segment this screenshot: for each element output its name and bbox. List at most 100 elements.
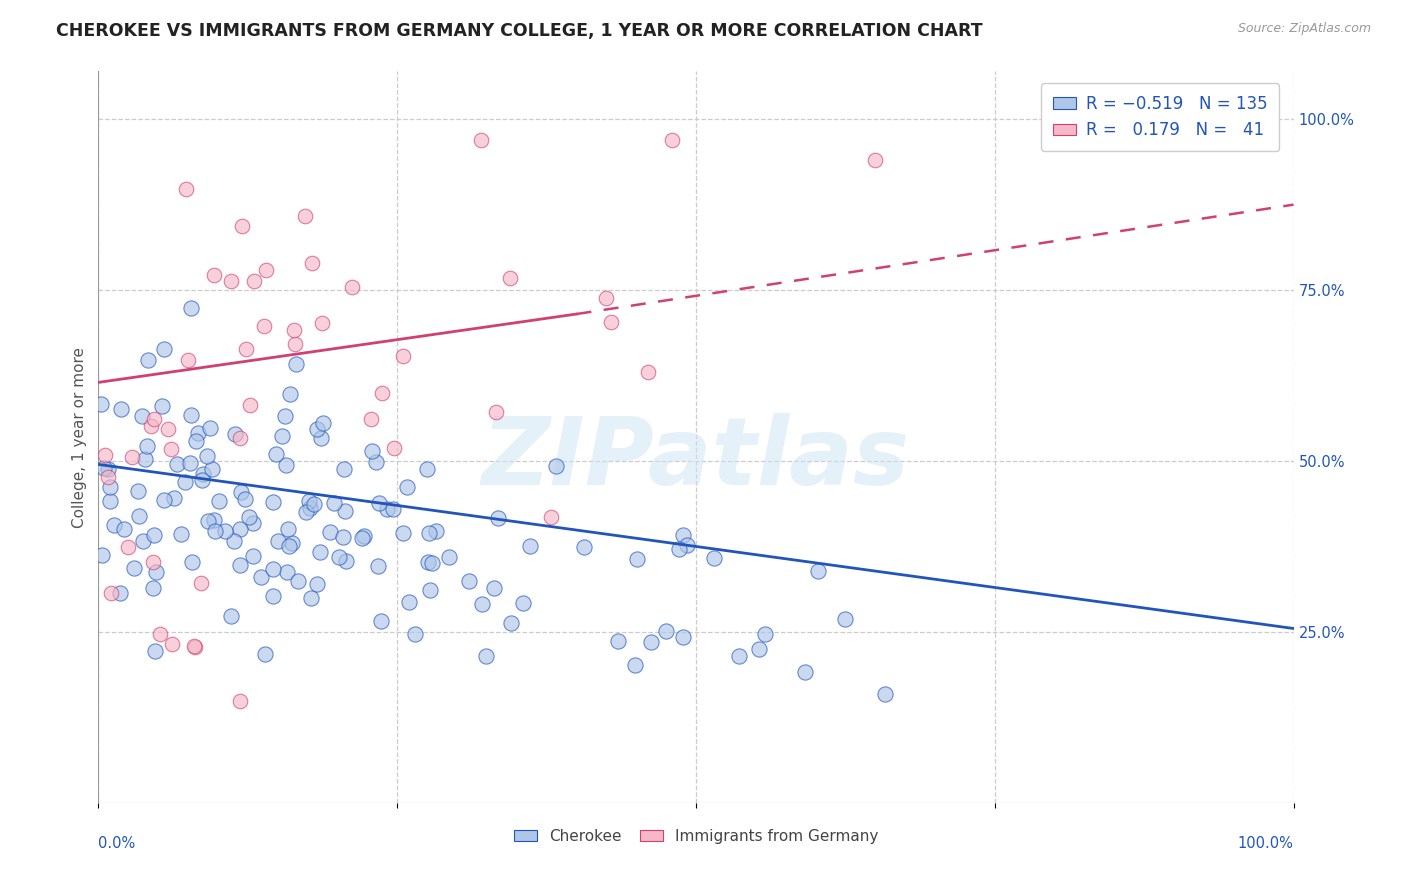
Point xyxy=(100,585,122,599)
Point xyxy=(793,665,815,679)
Point xyxy=(323,496,346,510)
Point xyxy=(671,630,693,644)
Point xyxy=(134,452,156,467)
Point xyxy=(437,549,460,564)
Point xyxy=(233,491,256,506)
Point xyxy=(471,598,494,612)
Point xyxy=(748,642,770,657)
Point xyxy=(574,540,596,554)
Point xyxy=(97,462,120,476)
Point xyxy=(370,614,392,628)
Point xyxy=(311,316,333,330)
Point xyxy=(299,591,322,605)
Point xyxy=(163,491,186,505)
Point xyxy=(166,457,188,471)
Point xyxy=(398,595,420,609)
Point xyxy=(640,634,662,648)
Point xyxy=(201,462,224,476)
Point xyxy=(266,447,288,461)
Legend: Cherokee, Immigrants from Germany: Cherokee, Immigrants from Germany xyxy=(508,822,884,850)
Point xyxy=(202,268,225,283)
Point xyxy=(332,462,354,476)
Point xyxy=(266,534,288,549)
Point xyxy=(273,409,295,423)
Text: CHEROKEE VS IMMIGRANTS FROM GERMANY COLLEGE, 1 YEAR OR MORE CORRELATION CHART: CHEROKEE VS IMMIGRANTS FROM GERMANY COLL… xyxy=(56,22,983,40)
Point xyxy=(284,336,307,351)
Point xyxy=(353,529,375,543)
Point xyxy=(112,522,135,536)
Point xyxy=(307,577,329,591)
Point xyxy=(599,314,621,328)
Point xyxy=(143,643,166,657)
Point xyxy=(360,411,382,425)
Point xyxy=(174,475,197,489)
Point xyxy=(470,133,492,147)
Point xyxy=(278,539,301,553)
Text: Source: ZipAtlas.com: Source: ZipAtlas.com xyxy=(1237,22,1371,36)
Point xyxy=(121,450,143,464)
Point xyxy=(499,271,522,285)
Point xyxy=(202,513,225,527)
Point xyxy=(162,637,184,651)
Point xyxy=(177,353,200,368)
Point xyxy=(276,565,298,579)
Point xyxy=(179,456,201,470)
Point xyxy=(122,561,145,575)
Point xyxy=(350,532,373,546)
Point xyxy=(540,509,562,524)
Point xyxy=(287,574,309,589)
Point xyxy=(184,434,207,448)
Point xyxy=(191,473,214,487)
Point xyxy=(204,524,226,539)
Point xyxy=(475,648,498,663)
Point xyxy=(208,493,231,508)
Point xyxy=(546,458,568,473)
Point xyxy=(305,422,328,436)
Point xyxy=(195,449,218,463)
Point xyxy=(382,442,405,456)
Point xyxy=(501,615,523,630)
Point xyxy=(485,405,508,419)
Point xyxy=(607,634,630,648)
Point xyxy=(371,385,394,400)
Point xyxy=(381,502,404,516)
Point xyxy=(277,523,299,537)
Point xyxy=(302,497,325,511)
Point xyxy=(198,421,221,435)
Point xyxy=(807,565,830,579)
Point xyxy=(308,544,330,558)
Point xyxy=(239,398,262,412)
Point xyxy=(295,505,318,519)
Point xyxy=(368,496,391,510)
Point xyxy=(132,534,155,549)
Point xyxy=(93,460,115,475)
Point xyxy=(143,528,166,542)
Point xyxy=(312,416,335,430)
Point xyxy=(91,548,114,562)
Y-axis label: College, 1 year or more: College, 1 year or more xyxy=(72,347,87,527)
Point xyxy=(661,133,683,147)
Point xyxy=(335,504,357,518)
Point xyxy=(335,554,357,568)
Point xyxy=(110,402,132,417)
Point xyxy=(242,549,264,564)
Point xyxy=(482,581,505,595)
Point xyxy=(392,526,415,541)
Text: ZIPatlas: ZIPatlas xyxy=(482,413,910,505)
Point xyxy=(309,431,332,445)
Point xyxy=(418,526,440,541)
Point xyxy=(94,448,117,462)
Point xyxy=(283,323,305,337)
Point xyxy=(655,624,678,638)
Point xyxy=(135,439,157,453)
Point xyxy=(298,500,321,515)
Point xyxy=(219,608,242,623)
Point xyxy=(865,153,887,168)
Text: 0.0%: 0.0% xyxy=(98,836,135,851)
Point xyxy=(366,455,388,469)
Point xyxy=(131,409,153,424)
Point xyxy=(301,256,323,270)
Point xyxy=(392,349,415,363)
Point xyxy=(262,562,284,576)
Point xyxy=(367,559,389,574)
